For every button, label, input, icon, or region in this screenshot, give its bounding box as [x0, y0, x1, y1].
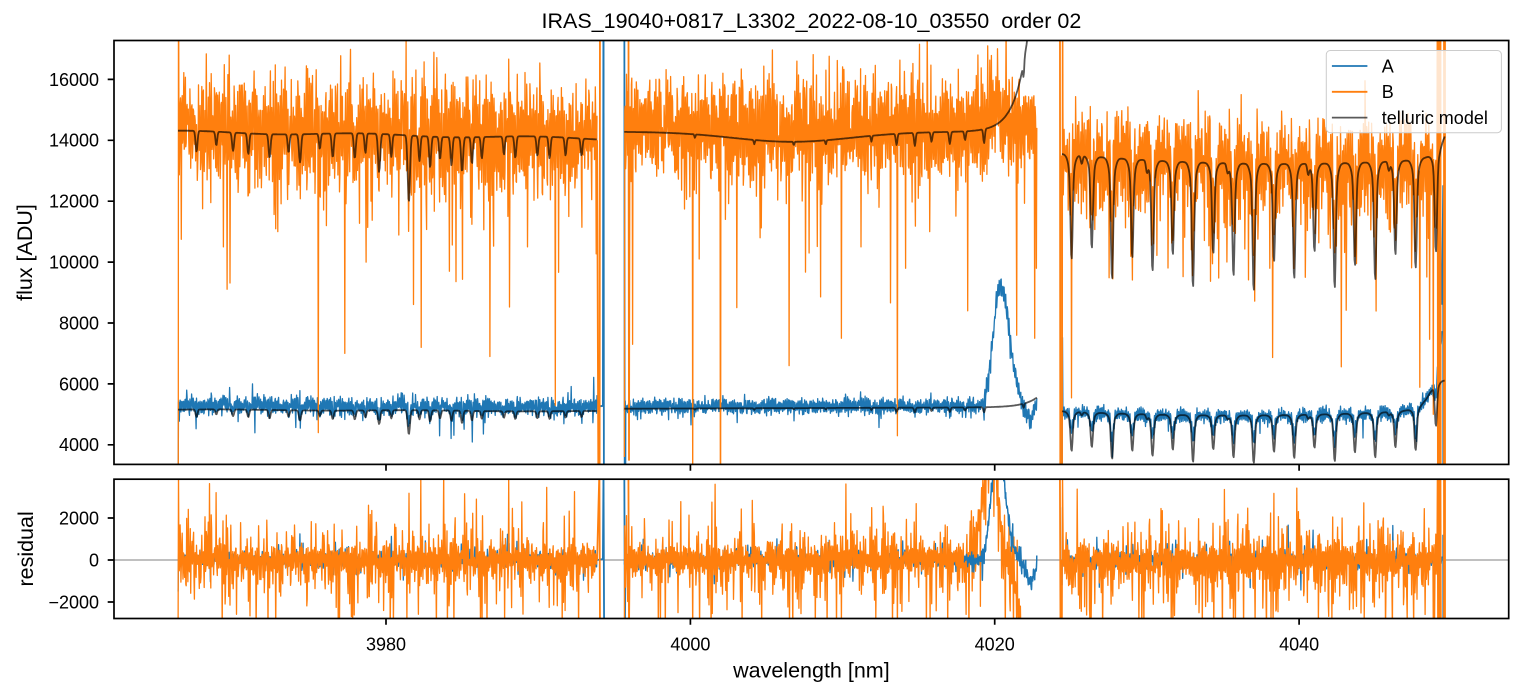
svg-text:16000: 16000 [49, 70, 99, 90]
svg-text:14000: 14000 [49, 131, 99, 151]
svg-text:wavelength [nm]: wavelength [nm] [732, 659, 890, 683]
svg-text:flux [ADU]: flux [ADU] [13, 204, 37, 301]
svg-text:telluric model: telluric model [1382, 108, 1488, 128]
svg-text:−2000: −2000 [48, 592, 99, 612]
svg-text:6000: 6000 [59, 374, 99, 394]
svg-text:4000: 4000 [59, 435, 99, 455]
svg-text:B: B [1382, 82, 1394, 102]
svg-text:A: A [1382, 56, 1394, 76]
svg-text:IRAS_19040+0817_L3302_2022-08-: IRAS_19040+0817_L3302_2022-08-10_03550 o… [542, 9, 1082, 33]
svg-text:4020: 4020 [975, 635, 1015, 655]
svg-text:3980: 3980 [366, 635, 406, 655]
svg-text:residual: residual [14, 511, 38, 586]
svg-text:4000: 4000 [670, 635, 710, 655]
svg-text:10000: 10000 [49, 253, 99, 273]
svg-text:8000: 8000 [59, 313, 99, 333]
svg-text:0: 0 [89, 550, 99, 570]
svg-text:4040: 4040 [1279, 635, 1319, 655]
svg-text:2000: 2000 [59, 508, 99, 528]
svg-text:12000: 12000 [49, 192, 99, 212]
